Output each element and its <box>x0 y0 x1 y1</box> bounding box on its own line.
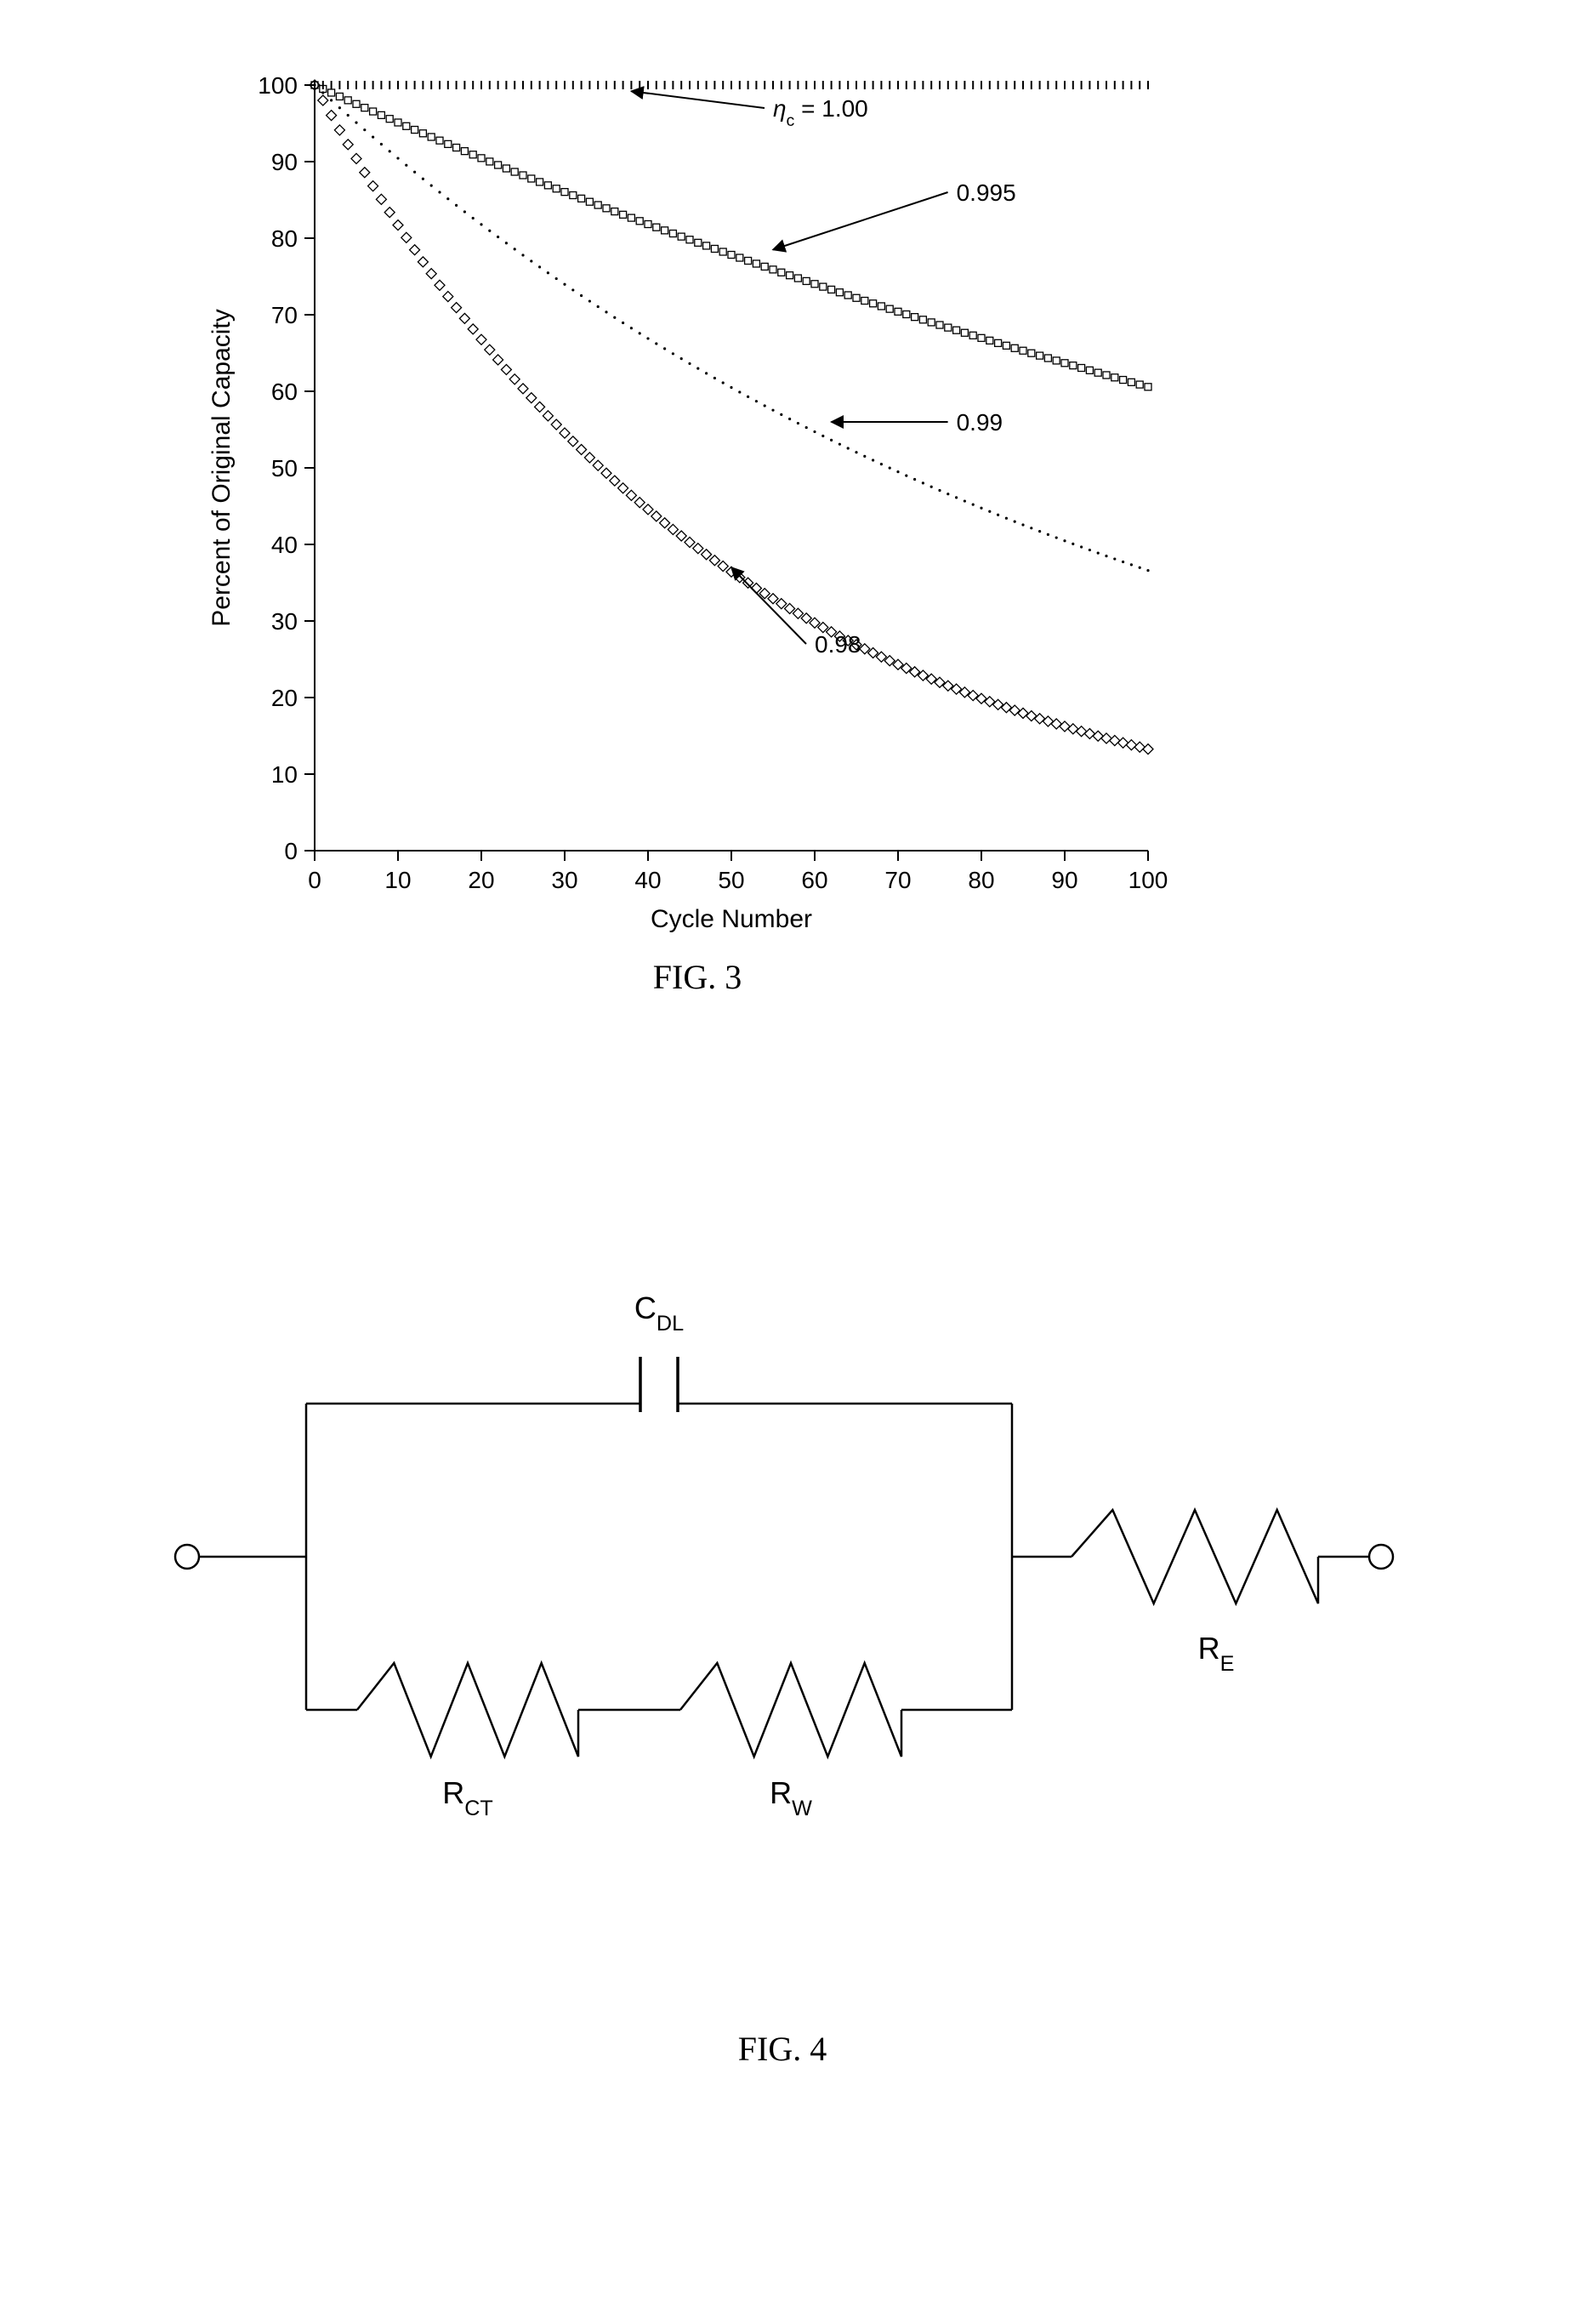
svg-text:70: 70 <box>884 867 911 893</box>
svg-text:80: 80 <box>271 225 298 252</box>
svg-text:CDL: CDL <box>634 1290 684 1336</box>
svg-text:20: 20 <box>468 867 494 893</box>
figure-4: CDL RCT RW RE FIG. 4 <box>136 1208 1429 2069</box>
series-0.995 <box>311 82 1151 390</box>
svg-text:90: 90 <box>1051 867 1077 893</box>
svg-text:20: 20 <box>271 685 298 711</box>
svg-text:80: 80 <box>968 867 994 893</box>
svg-text:70: 70 <box>271 302 298 328</box>
svg-text:60: 60 <box>271 379 298 405</box>
fig3-caption: FIG. 3 <box>187 957 1208 997</box>
page: 0 10 20 30 40 50 60 70 80 90 100 0 10 20 30 40 50 60 70 80 9… <box>0 0 1569 2324</box>
svg-text:10: 10 <box>384 867 411 893</box>
svg-text:RE: RE <box>1198 1631 1235 1676</box>
fig4-circuit: CDL RCT RW RE <box>136 1208 1429 1974</box>
svg-text:40: 40 <box>634 867 661 893</box>
svg-text:0: 0 <box>284 838 298 864</box>
svg-text:40: 40 <box>271 532 298 558</box>
svg-text:50: 50 <box>271 455 298 481</box>
series-1 <box>315 81 1148 89</box>
figure-3: 0 10 20 30 40 50 60 70 80 90 100 0 10 20 30 40 50 60 70 80 9… <box>187 51 1208 997</box>
svg-text:50: 50 <box>718 867 744 893</box>
svg-text:RW: RW <box>770 1775 812 1820</box>
svg-text:Percent of Original Capacity: Percent of Original Capacity <box>207 309 236 627</box>
svg-text:100: 100 <box>258 72 298 99</box>
series-0.98 <box>310 80 1153 755</box>
svg-text:30: 30 <box>551 867 577 893</box>
svg-text:100: 100 <box>1128 867 1168 893</box>
svg-text:0.98: 0.98 <box>815 631 861 658</box>
svg-text:10: 10 <box>271 761 298 788</box>
series-0.99 <box>313 83 1149 572</box>
fig4-caption: FIG. 4 <box>136 2029 1429 2069</box>
svg-text:0: 0 <box>308 867 321 893</box>
svg-text:Cycle Number: Cycle Number <box>651 905 812 933</box>
svg-text:60: 60 <box>801 867 827 893</box>
svg-text:30: 30 <box>271 608 298 635</box>
svg-text:90: 90 <box>271 149 298 175</box>
svg-text:RCT: RCT <box>442 1775 493 1820</box>
svg-text:0.995: 0.995 <box>957 179 1016 206</box>
svg-text:0.99: 0.99 <box>957 409 1003 436</box>
svg-text:ηc = 1.00: ηc = 1.00 <box>773 95 868 130</box>
fig3-chart: 0 10 20 30 40 50 60 70 80 90 100 0 10 20 30 40 50 60 70 80 9… <box>187 51 1208 944</box>
